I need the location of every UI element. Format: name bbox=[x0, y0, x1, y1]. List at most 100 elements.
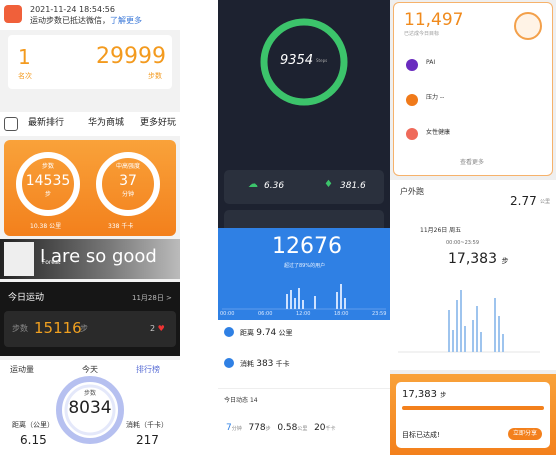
bar bbox=[456, 300, 458, 352]
bars bbox=[448, 290, 504, 352]
notice-message: 运动步数已抵达微信， bbox=[30, 16, 110, 25]
axis-label: 12:00 bbox=[296, 311, 311, 317]
heart-icon: ♥ bbox=[155, 324, 165, 333]
distance-label: 距离 bbox=[240, 329, 254, 337]
rank-card bbox=[8, 35, 172, 89]
distance-value: 9.74 bbox=[256, 328, 277, 338]
banner-name: Forest bbox=[42, 259, 61, 266]
axis-label: 06:00 bbox=[258, 311, 273, 317]
calories-icon bbox=[224, 358, 234, 368]
right-panel: 11,497 已达成今日目标 PAI 压力 -- 女性健康 查看更多 户外跑 2… bbox=[390, 0, 556, 455]
bar bbox=[472, 320, 474, 352]
notice-link[interactable]: 了解更多 bbox=[110, 16, 142, 25]
bar bbox=[340, 284, 342, 309]
goal-subtitle: 已达成今日目标 bbox=[404, 31, 440, 37]
more-link[interactable]: 查看更多 bbox=[459, 159, 484, 166]
today-steps-label: 步数 bbox=[12, 324, 28, 333]
run-title: 户外跑 bbox=[400, 187, 424, 196]
day-date[interactable]: 11月26日 周五 bbox=[420, 227, 462, 234]
bars bbox=[286, 284, 346, 309]
banner-text: I are so good bbox=[40, 246, 157, 267]
share-button[interactable]: 立即分享 bbox=[508, 428, 543, 440]
item[interactable]: 压力 -- bbox=[426, 94, 445, 101]
notice-bar bbox=[0, 0, 180, 30]
row-unit: 分钟 bbox=[231, 426, 242, 432]
today-unit: 步 bbox=[80, 324, 88, 333]
bar bbox=[460, 290, 462, 352]
axis-label: 00:00 bbox=[220, 311, 235, 317]
tab[interactable]: 华为商城 bbox=[88, 118, 125, 128]
today-title: 今日运动 bbox=[8, 293, 45, 303]
distance: 距离 9.74 公里 bbox=[240, 329, 293, 338]
tab[interactable]: 更多好玩 bbox=[140, 118, 177, 128]
ring-unit: 步 bbox=[44, 191, 51, 198]
hourly-chart bbox=[222, 284, 386, 310]
bar bbox=[452, 330, 454, 352]
row-value: 778 bbox=[248, 423, 266, 433]
banner-avatar bbox=[4, 242, 34, 276]
run-unit: 公里 bbox=[540, 199, 551, 205]
calories: 消耗 383 千卡 bbox=[240, 360, 290, 369]
row-value: 7 bbox=[226, 423, 232, 433]
notice-text: 运动步数已抵达微信，了解更多 bbox=[30, 17, 142, 25]
tab-icon bbox=[4, 117, 18, 131]
item[interactable]: 女性健康 bbox=[426, 129, 451, 136]
activity-ring bbox=[56, 376, 124, 444]
item[interactable]: PAI bbox=[426, 59, 436, 66]
tab[interactable]: 最新排行 bbox=[28, 118, 65, 128]
calories-value: 383 bbox=[256, 359, 274, 369]
bar bbox=[464, 326, 466, 352]
share-message: 目标已达成! bbox=[402, 431, 440, 439]
ring-steps: 9354 bbox=[280, 53, 314, 68]
bar bbox=[302, 300, 304, 309]
today-steps: 15116 bbox=[34, 319, 82, 337]
bar bbox=[294, 298, 296, 309]
activity-rank-link[interactable]: 排行榜 bbox=[136, 365, 160, 374]
day-steps-value: 17,383 bbox=[448, 251, 497, 267]
row-unit: 公里 bbox=[297, 426, 308, 432]
bar bbox=[494, 298, 496, 352]
activity-day: 今天 bbox=[82, 365, 98, 374]
distance-unit: 公里 bbox=[278, 329, 293, 337]
bar bbox=[290, 290, 292, 309]
feed-title: 今日动态 14 bbox=[224, 398, 258, 404]
likes-count: 2 bbox=[150, 324, 156, 333]
ring bbox=[16, 152, 80, 216]
ring-footer: 338 千卡 bbox=[108, 223, 134, 230]
summary-subtitle: 超过了89%的用户 bbox=[284, 263, 326, 269]
summary-steps: 12676 bbox=[272, 234, 342, 259]
dark-card bbox=[224, 210, 384, 228]
today-card bbox=[4, 311, 176, 347]
feed-count: 14 bbox=[249, 397, 258, 404]
ring-unit: 分钟 bbox=[121, 191, 134, 198]
ring-inner bbox=[64, 384, 116, 436]
calories-value: 217 bbox=[136, 433, 159, 447]
calories-unit: 千卡 bbox=[275, 360, 290, 368]
day-range: 00:00~23:59 bbox=[446, 240, 480, 246]
share-steps: 17,383 步 bbox=[402, 390, 446, 400]
day-steps: 17,383 步 bbox=[448, 252, 508, 266]
stress-icon bbox=[406, 94, 418, 106]
ring-footer: 10.38 公里 bbox=[30, 223, 62, 230]
stats-card bbox=[224, 170, 384, 204]
middle-panel: 9354 Steps ☁ 6.36 ♦ 381.6 12676 超过了89%的用… bbox=[218, 0, 390, 455]
goal-steps: 11,497 bbox=[404, 10, 464, 30]
ring bbox=[96, 152, 160, 216]
goal-icon bbox=[514, 12, 542, 40]
today-date[interactable]: 11月28日 > bbox=[132, 294, 172, 302]
distance-value: 6.15 bbox=[20, 433, 47, 447]
bar bbox=[498, 316, 500, 352]
axis-label: 23:59 bbox=[372, 311, 387, 317]
ring-value: 14535 bbox=[25, 173, 71, 189]
share-steps-value: 17,383 bbox=[402, 389, 437, 400]
activity-steps: 8034 bbox=[68, 398, 112, 418]
progress-bar bbox=[402, 406, 544, 410]
day-chart bbox=[398, 290, 540, 353]
bar bbox=[286, 294, 288, 309]
feed-label: 今日动态 bbox=[224, 397, 249, 404]
bar bbox=[480, 332, 482, 352]
notice-time: 2021-11-24 18:54:56 bbox=[30, 5, 115, 14]
distance-label: 距离（公里） bbox=[12, 421, 54, 429]
activity-steps-label: 步数 bbox=[83, 390, 96, 397]
ring bbox=[56, 376, 124, 444]
